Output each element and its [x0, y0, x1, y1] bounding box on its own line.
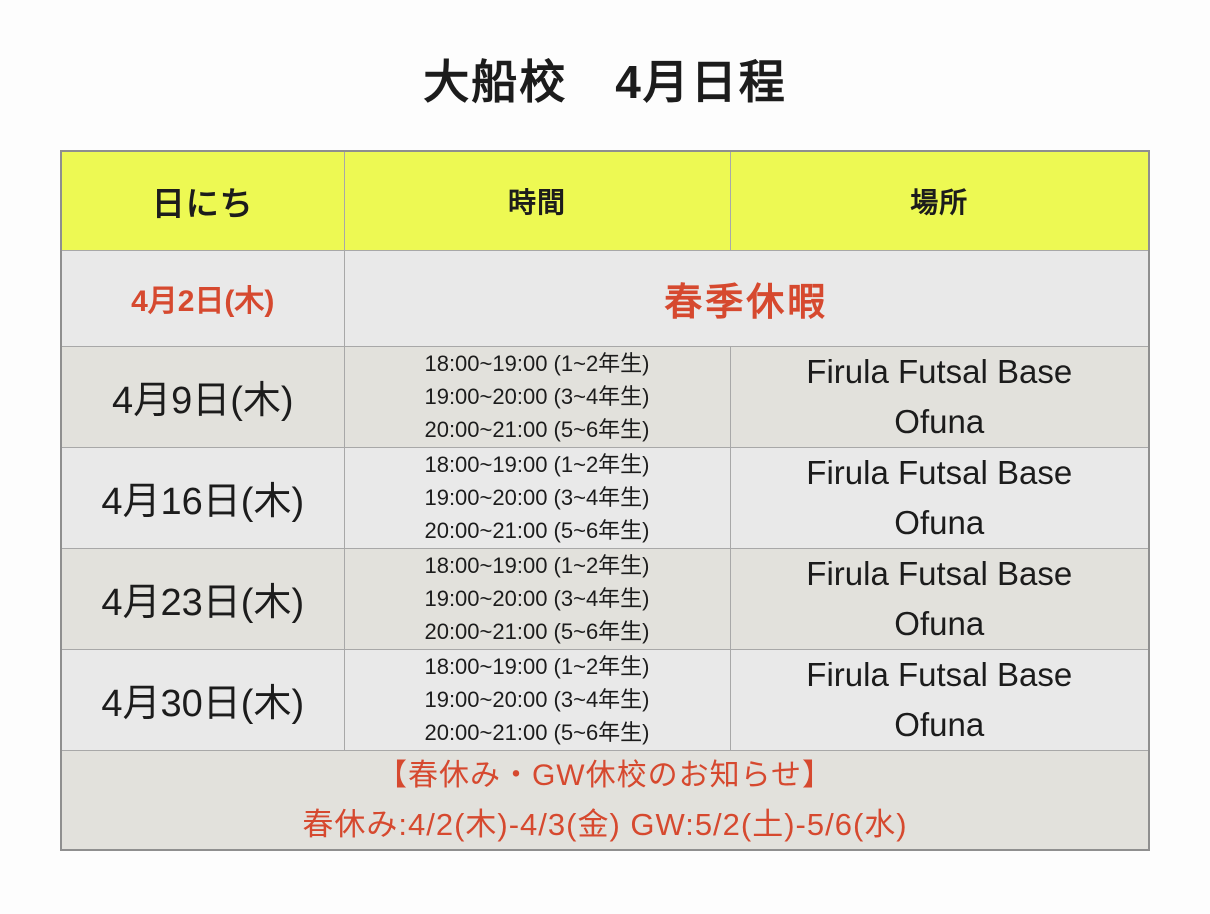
table-row: 4月9日(木) 18:00~19:00 (1~2年生) 19:00~20:00 … — [60, 345, 1150, 448]
place-name: Ofuna — [894, 705, 985, 743]
time-slot: 19:00~20:00 (3~4年生) — [424, 384, 650, 409]
date-cell: 4月16日(木) — [60, 446, 345, 549]
holiday-notice-dates: 春休み:4/2(木)-4/3(金) GW:5/2(土)-5/6(水) — [302, 806, 908, 842]
schedule-table: 日にち 時間 場所 4月2日(木) 春季休暇 4月9日(木) 18:00~19:… — [60, 150, 1150, 851]
table-row: 4月23日(木) 18:00~19:00 (1~2年生) 19:00~20:00… — [60, 547, 1150, 650]
place-name: Firula Futsal Base — [806, 352, 1073, 390]
date-cell: 4月2日(木) — [60, 249, 345, 347]
time-slot: 20:00~21:00 (5~6年生) — [424, 417, 650, 442]
date-cell: 4月9日(木) — [60, 345, 345, 448]
time-cell: 18:00~19:00 (1~2年生) 19:00~20:00 (3~4年生) … — [343, 345, 731, 448]
place-cell: Firula Futsal Base Ofuna — [729, 547, 1150, 650]
place-name: Firula Futsal Base — [806, 554, 1073, 592]
time-slot: 19:00~20:00 (3~4年生) — [424, 586, 650, 611]
table-row-notice: 【春休み・GW休校のお知らせ】 春休み:4/2(木)-4/3(金) GW:5/2… — [60, 749, 1150, 850]
place-cell: Firula Futsal Base Ofuna — [729, 648, 1150, 751]
holiday-notice: 【春休み・GW休校のお知らせ】 春休み:4/2(木)-4/3(金) GW:5/2… — [60, 749, 1150, 850]
header-cell-date: 日にち — [60, 150, 345, 251]
place-name: Ofuna — [894, 503, 985, 541]
time-slot: 18:00~19:00 (1~2年生) — [424, 452, 650, 477]
date-cell: 4月30日(木) — [60, 648, 345, 751]
place-cell: Firula Futsal Base Ofuna — [729, 345, 1150, 448]
holiday-notice-title: 【春休み・GW休校のお知らせ】 — [376, 758, 834, 792]
spring-break-note: 春季休暇 — [343, 249, 1150, 347]
time-slot: 20:00~21:00 (5~6年生) — [424, 720, 650, 745]
table-header-row: 日にち 時間 場所 — [60, 150, 1150, 251]
time-slot: 19:00~20:00 (3~4年生) — [424, 687, 650, 712]
place-name: Firula Futsal Base — [806, 655, 1073, 693]
time-cell: 18:00~19:00 (1~2年生) 19:00~20:00 (3~4年生) … — [343, 446, 731, 549]
place-cell: Firula Futsal Base Ofuna — [729, 446, 1150, 549]
place-name: Ofuna — [894, 604, 985, 642]
table-row-spring-break: 4月2日(木) 春季休暇 — [60, 249, 1150, 347]
header-cell-time: 時間 — [343, 150, 731, 251]
time-slot: 19:00~20:00 (3~4年生) — [424, 485, 650, 510]
place-name: Ofuna — [894, 402, 985, 440]
place-name: Firula Futsal Base — [806, 453, 1073, 491]
time-cell: 18:00~19:00 (1~2年生) 19:00~20:00 (3~4年生) … — [343, 648, 731, 751]
time-slot: 20:00~21:00 (5~6年生) — [424, 619, 650, 644]
time-slot: 20:00~21:00 (5~6年生) — [424, 518, 650, 543]
time-cell: 18:00~19:00 (1~2年生) 19:00~20:00 (3~4年生) … — [343, 547, 731, 650]
page-title: 大船校 4月日程 — [423, 56, 787, 108]
table-row: 4月30日(木) 18:00~19:00 (1~2年生) 19:00~20:00… — [60, 648, 1150, 751]
date-cell: 4月23日(木) — [60, 547, 345, 650]
table-row: 4月16日(木) 18:00~19:00 (1~2年生) 19:00~20:00… — [60, 446, 1150, 549]
header-cell-place: 場所 — [729, 150, 1150, 251]
time-slot: 18:00~19:00 (1~2年生) — [424, 654, 650, 679]
time-slot: 18:00~19:00 (1~2年生) — [424, 351, 650, 376]
time-slot: 18:00~19:00 (1~2年生) — [424, 553, 650, 578]
